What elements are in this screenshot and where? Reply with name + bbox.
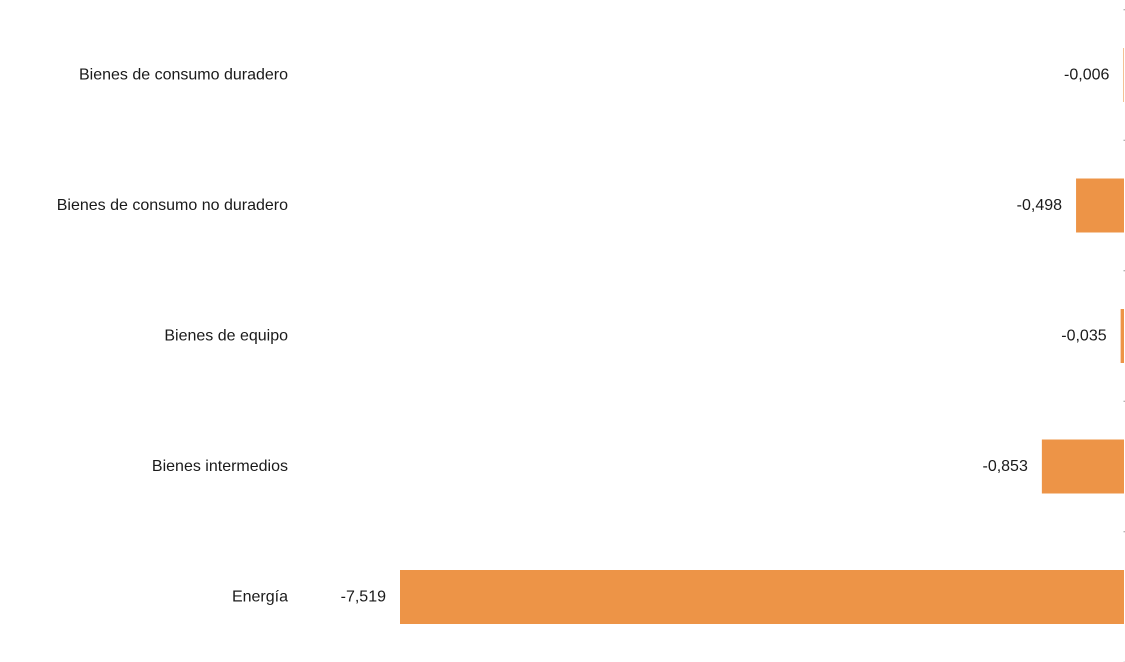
bar [1123,48,1124,102]
y-axis-ticks [1123,9,1125,662]
category-label: Bienes intermedios [152,458,288,475]
bar [1041,439,1124,494]
category-label: Energía [232,589,288,606]
value-label: -0,498 [1017,197,1062,214]
value-label: -7,519 [341,589,386,606]
category-label: Bienes de equipo [164,328,288,345]
value-label: -0,853 [982,458,1027,475]
bar [400,570,1124,624]
value-label: -0,035 [1061,328,1106,345]
value-label: -0,006 [1064,67,1109,84]
category-label: Bienes de consumo no duradero [57,197,288,214]
category-label: Bienes de consumo duradero [79,67,288,84]
bar [1120,309,1124,363]
bar [1076,178,1124,233]
